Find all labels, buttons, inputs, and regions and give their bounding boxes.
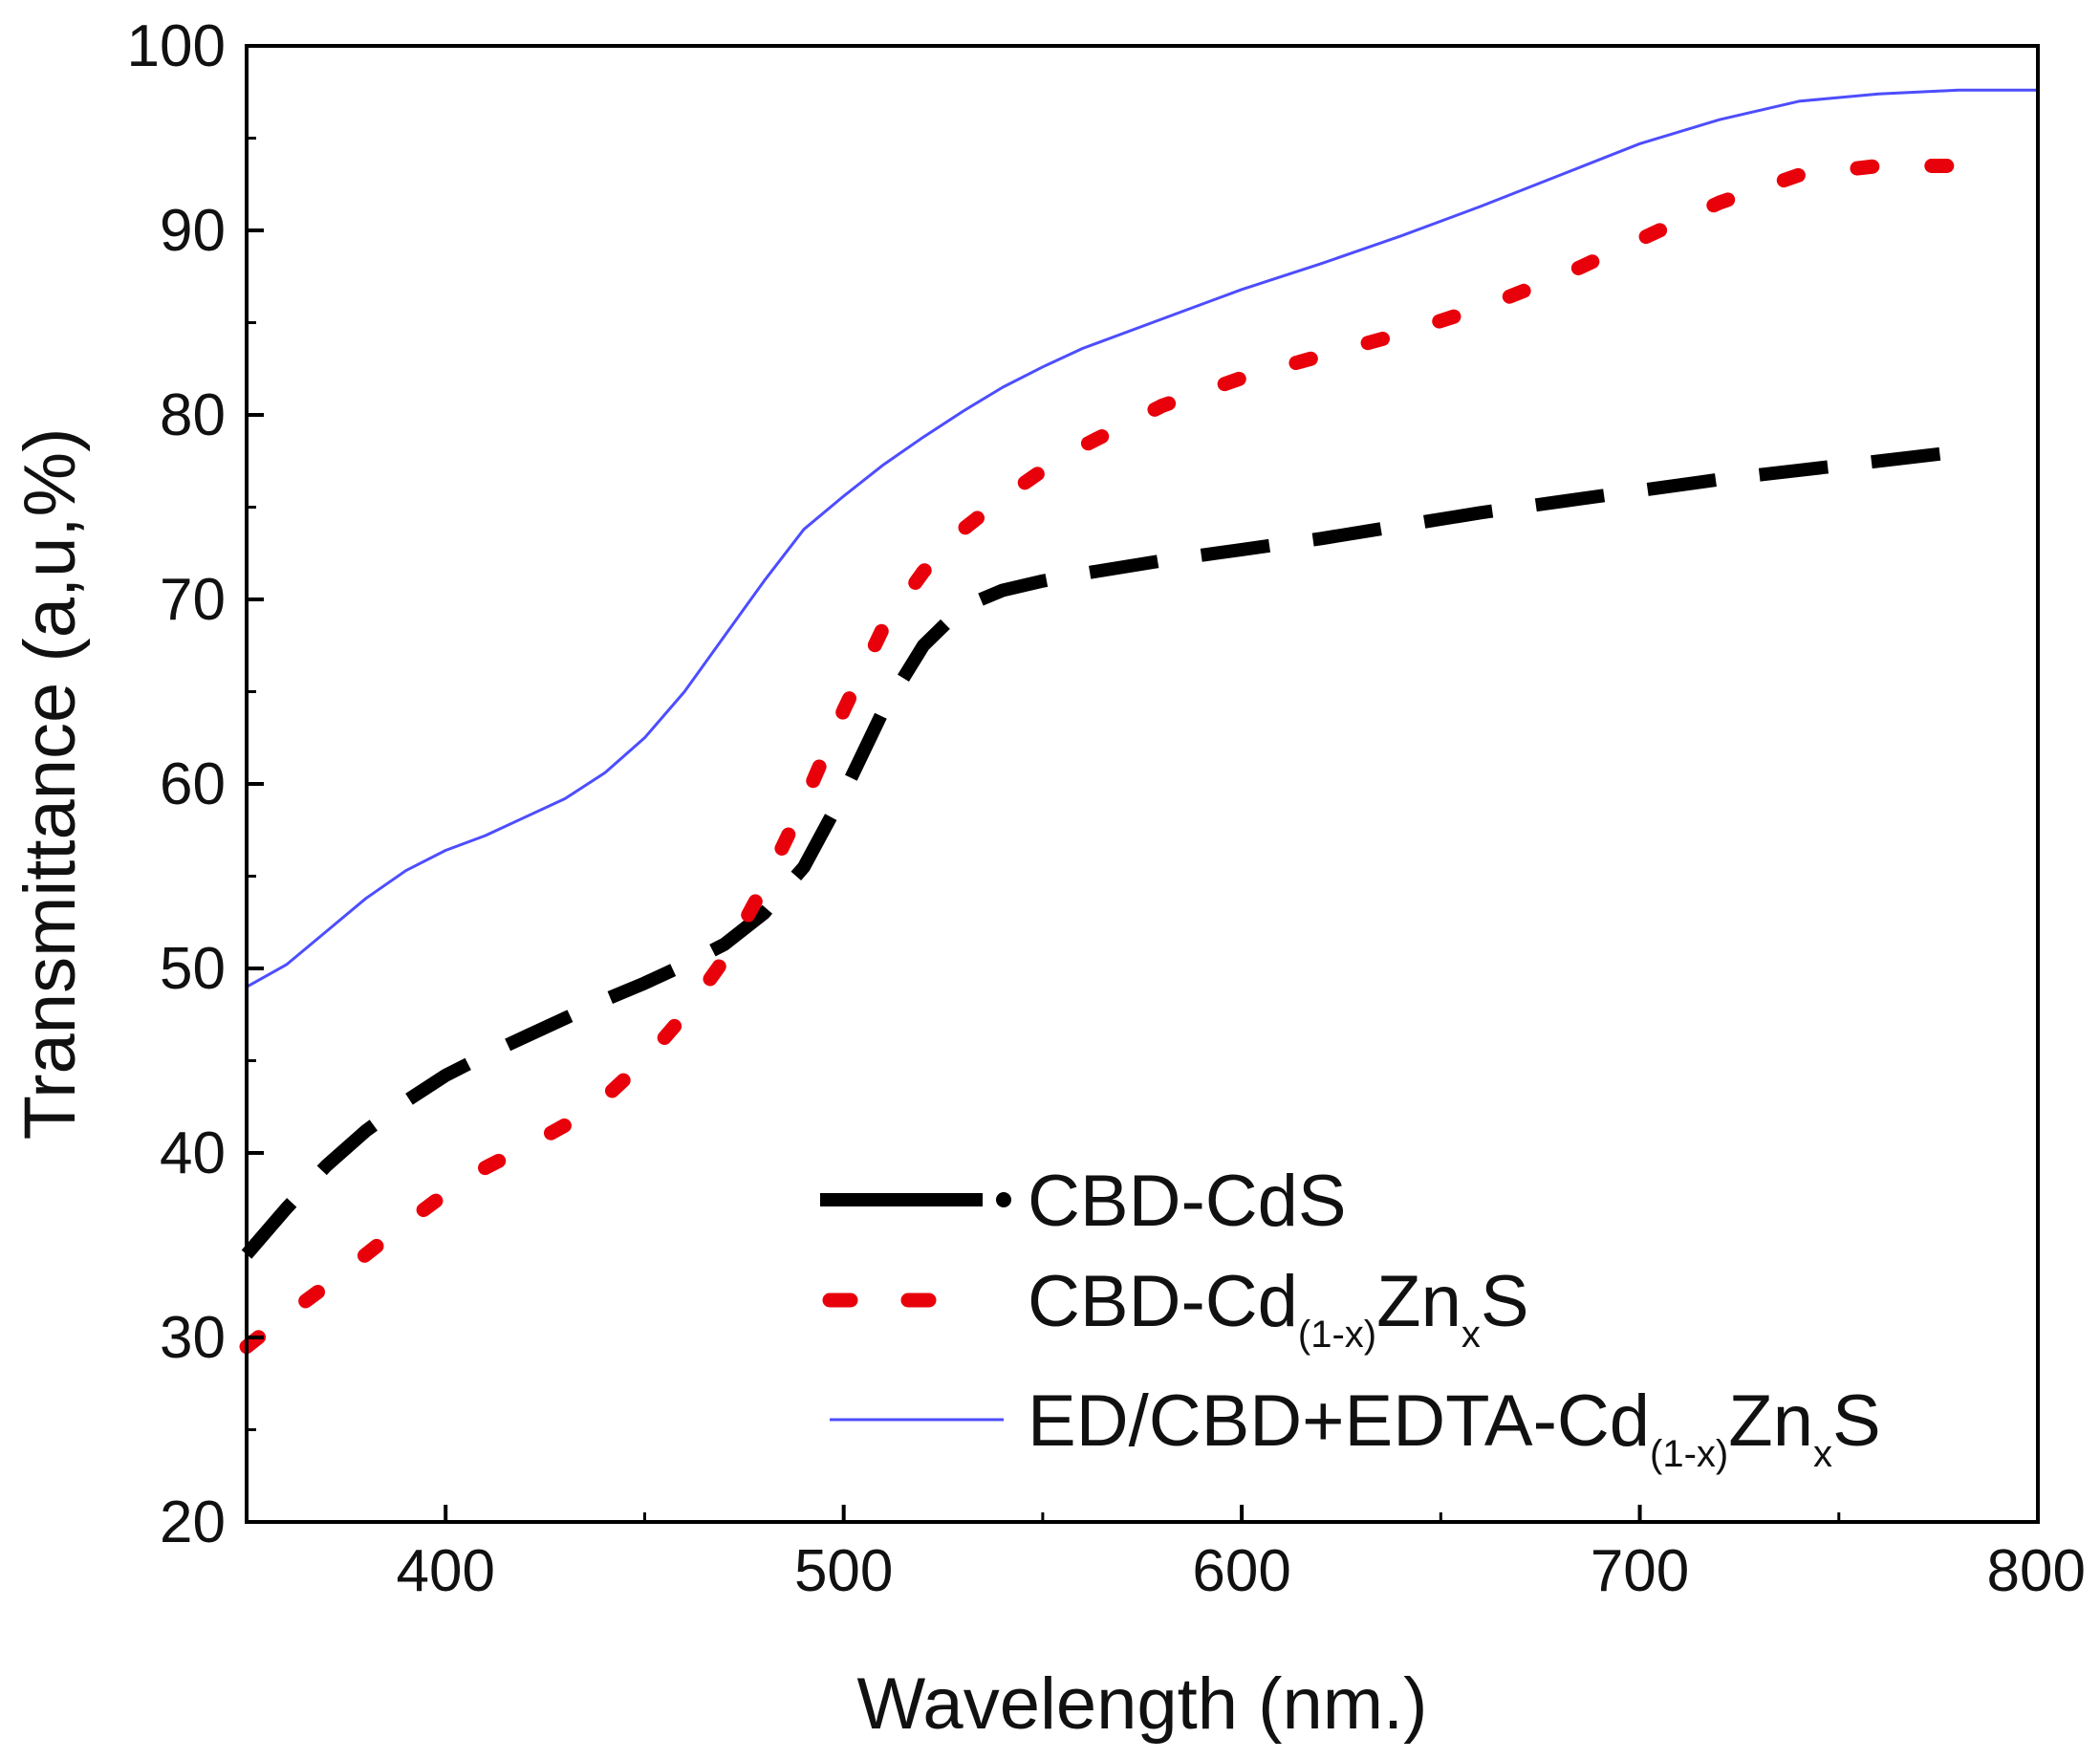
ticks-layer: 20 30 40 50 60 70 80 90 100 400 500 600 700 800: [127, 13, 2086, 1604]
y-tick-label: 80: [160, 382, 226, 448]
legend-swatch-dot: [996, 1192, 1011, 1207]
y-tick-label: 40: [160, 1120, 226, 1186]
x-axis-title: Wavelength (nm.): [857, 1663, 1428, 1745]
x-tick-label: 800: [1987, 1538, 2086, 1604]
x-tick-label: 400: [396, 1538, 494, 1604]
legend-label-1: CBD-CdS: [1028, 1161, 1347, 1242]
y-tick-label: 50: [160, 936, 226, 1002]
series-line-3: [246, 88, 2038, 989]
series-line-2: [239, 159, 1966, 1355]
y-tick-label: 100: [127, 13, 226, 79]
y-tick-label: 60: [160, 751, 226, 817]
x-tick-label: 600: [1192, 1538, 1290, 1604]
x-tick-label: 500: [794, 1538, 893, 1604]
legend-label-3: ED/CBD+EDTA-Cd(1-x)ZnxS: [1028, 1380, 1881, 1475]
series-line-1: [241, 445, 1959, 1259]
y-tick-label: 20: [160, 1489, 226, 1555]
legend: CBD-CdS CBD-Cd(1-x)ZnxS ED/CBD+EDTA-Cd(1-x…: [820, 1161, 1881, 1475]
y-tick-label: 70: [160, 567, 226, 633]
series-layer: [239, 88, 2038, 1355]
y-tick-label: 90: [160, 198, 226, 264]
y-axis-title: Transmittance (a,u,%): [10, 428, 91, 1141]
x-tick-label: 700: [1591, 1538, 1689, 1604]
legend-label-2: CBD-Cd(1-x)ZnxS: [1028, 1261, 1529, 1356]
y-tick-label: 30: [160, 1305, 226, 1371]
